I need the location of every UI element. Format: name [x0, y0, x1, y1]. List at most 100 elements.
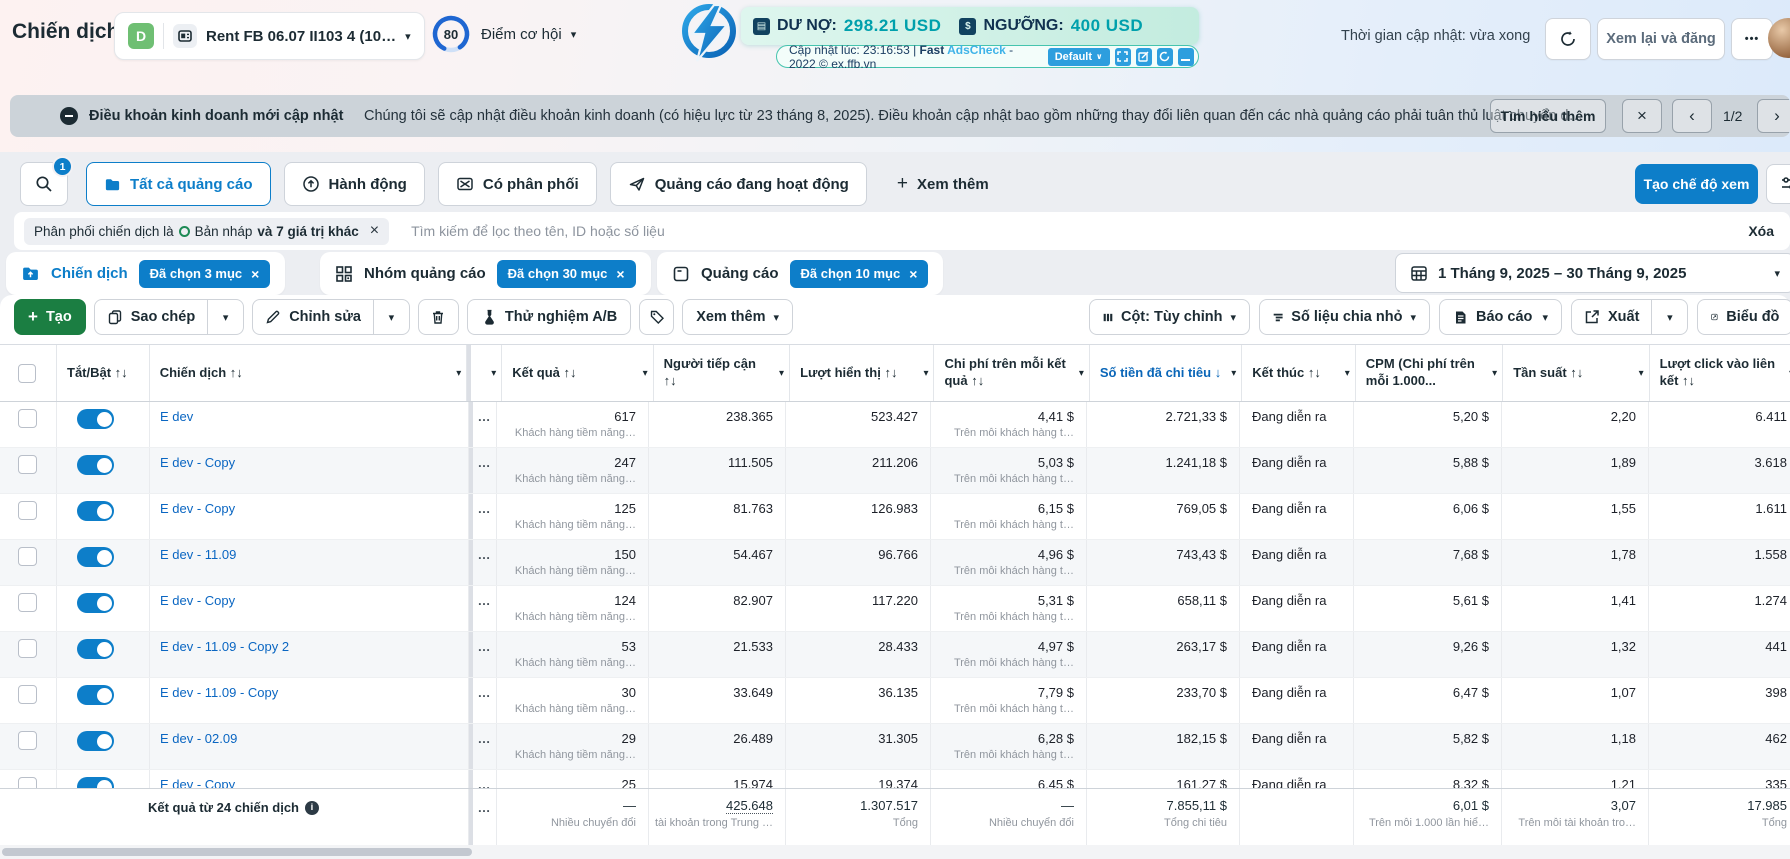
filter-caret-icon[interactable]: ▾ — [642, 368, 648, 379]
opportunity-score[interactable]: 80 Điểm cơ hội ▾ — [430, 13, 576, 55]
campaign-link[interactable]: E dev - 11.09 — [160, 547, 237, 562]
learn-more-button[interactable]: Tìm hiểu thêm — [1490, 99, 1606, 133]
row-ellipsis[interactable]: … — [469, 494, 497, 539]
columns-button[interactable]: Cột: Tùy chỉnh ▾ — [1089, 299, 1250, 335]
scrollbar-thumb[interactable] — [2, 848, 472, 856]
filter-caret-icon[interactable]: ▾ — [1078, 368, 1084, 379]
row-checkbox[interactable] — [18, 409, 37, 428]
tab-actions[interactable]: Hành động — [283, 162, 425, 206]
tab-ad-sets[interactable]: Nhóm quảng cáo Đã chọn 30 mục × — [320, 252, 651, 295]
campaign-toggle[interactable] — [77, 639, 114, 659]
column-header[interactable]: Lượt hiển thị ↑↓ ▾ — [790, 345, 935, 401]
campaign-link[interactable]: E dev - 11.09 - Copy — [160, 685, 279, 700]
campaign-toggle[interactable] — [77, 455, 114, 475]
campaign-toggle[interactable] — [77, 685, 114, 705]
row-ellipsis[interactable]: … — [469, 724, 497, 769]
create-view-button[interactable]: Tạo chế độ xem — [1635, 164, 1758, 204]
campaign-toggle[interactable] — [77, 501, 114, 521]
export-caret[interactable]: ▾ — [1651, 300, 1687, 334]
tab-ads[interactable]: Quảng cáo Đã chọn 10 mục × — [657, 252, 944, 295]
row-ellipsis[interactable]: … — [469, 678, 497, 723]
column-header[interactable] — [0, 345, 57, 401]
charts-button[interactable]: Biểu đồ — [1697, 299, 1790, 335]
breakdown-button[interactable]: Số liệu chia nhỏ ▾ — [1259, 299, 1430, 335]
adscheck-expand-button[interactable] — [1114, 47, 1131, 66]
row-checkbox[interactable] — [18, 547, 37, 566]
adscheck-edit-button[interactable] — [1135, 47, 1152, 66]
clear-filters-button[interactable]: Xóa — [1748, 223, 1774, 239]
view-settings-button[interactable] — [1766, 164, 1790, 204]
adscheck-default-dropdown[interactable]: Default ∨ — [1047, 47, 1110, 66]
more-options-button[interactable]: ••• — [1731, 18, 1773, 60]
tab-all-ads[interactable]: Tất cả quảng cáo — [86, 162, 271, 206]
ab-test-button[interactable]: Thử nghiệm A/B — [466, 299, 632, 335]
adscheck-minimize-button[interactable] — [1177, 47, 1195, 66]
create-button[interactable]: + Tạo — [14, 299, 86, 335]
filter-caret-icon[interactable]: ▾ — [456, 368, 462, 379]
avatar[interactable] — [1768, 18, 1790, 58]
column-header[interactable]: Chi phí trên mỗi kết quả ↑↓ ▾ — [934, 345, 1090, 401]
adscheck-refresh-button[interactable] — [1156, 47, 1173, 66]
active-filter-chip[interactable]: Phân phối chiến dịch là Bản nháp và 7 gi… — [24, 217, 390, 245]
campaigns-selected-chip[interactable]: Đã chọn 3 mục × — [138, 259, 271, 288]
horizontal-scrollbar[interactable] — [0, 845, 1790, 859]
tab-had-delivery[interactable]: Có phân phối — [437, 162, 597, 206]
tag-button[interactable] — [639, 299, 675, 335]
campaign-link[interactable]: E dev - Copy — [160, 593, 236, 608]
row-checkbox[interactable] — [18, 731, 37, 750]
column-header[interactable]: Người tiếp cận ↑↓ ▾ — [654, 345, 791, 401]
filter-caret-icon[interactable]: ▾ — [491, 368, 497, 379]
tab-active-ads[interactable]: Quảng cáo đang hoạt động — [609, 162, 867, 206]
campaign-toggle[interactable] — [77, 593, 114, 613]
row-checkbox[interactable] — [18, 455, 37, 474]
campaign-link[interactable]: E dev - Copy — [160, 501, 236, 516]
row-checkbox[interactable] — [18, 593, 37, 612]
close-icon[interactable]: × — [1622, 99, 1662, 133]
column-header[interactable]: Kết thúc ↑↓ ▾ — [1242, 345, 1356, 401]
row-checkbox[interactable] — [18, 639, 37, 658]
delete-button[interactable] — [417, 299, 459, 335]
column-header[interactable]: Tắt/Bật ↑↓ — [57, 345, 150, 401]
select-all-checkbox[interactable] — [18, 363, 36, 383]
filter-caret-icon[interactable]: ▾ — [1492, 368, 1498, 379]
review-publish-button[interactable]: Xem lại và đăng — [1597, 18, 1725, 60]
row-checkbox[interactable] — [18, 685, 37, 704]
see-more-tabs-button[interactable]: + Xem thêm — [896, 173, 989, 194]
filter-caret-icon[interactable]: ▾ — [1789, 367, 1790, 380]
row-ellipsis[interactable]: … — [469, 632, 497, 677]
remove-filter-icon[interactable]: × — [369, 222, 380, 239]
search-button[interactable]: 1 — [20, 156, 73, 206]
refresh-button[interactable] — [1545, 18, 1591, 60]
tab-campaigns[interactable]: Chiến dịch Đã chọn 3 mục × — [6, 252, 286, 295]
ads-selected-chip[interactable]: Đã chọn 10 mục × — [789, 259, 929, 288]
filter-caret-icon[interactable]: ▾ — [1638, 368, 1644, 379]
duplicate-button[interactable]: Sao chép — [95, 300, 207, 334]
reports-button[interactable]: Báo cáo ▾ — [1439, 299, 1562, 335]
column-header[interactable]: Kết quả ↑↓ ▾ — [502, 345, 654, 401]
edit-button[interactable]: Chỉnh sửa — [253, 300, 373, 334]
account-selector[interactable]: D Rent FB 06.07 II103 4 (10… ▾ — [114, 12, 425, 60]
column-header[interactable]: Tần suất ↑↓ ▾ — [1503, 345, 1650, 401]
campaign-link[interactable]: E dev - 11.09 - Copy 2 — [160, 639, 290, 654]
campaign-link[interactable]: E dev — [160, 409, 194, 424]
row-ellipsis[interactable]: … — [469, 586, 497, 631]
date-range-picker[interactable]: 1 Tháng 9, 2025 – 30 Tháng 9, 2025 ▾ — [1395, 253, 1790, 293]
chevron-left-icon[interactable]: ‹ — [1672, 99, 1712, 133]
column-header[interactable]: ▾ — [467, 345, 503, 401]
info-icon[interactable]: i — [305, 801, 319, 815]
column-header[interactable]: Chiến dịch ↑↓ ▾ — [150, 345, 468, 401]
campaign-toggle[interactable] — [77, 409, 114, 429]
more-actions-button[interactable]: Xem thêm ▾ — [682, 299, 794, 335]
campaign-link[interactable]: E dev - 02.09 — [160, 731, 238, 746]
ad-sets-selected-chip[interactable]: Đã chọn 30 mục × — [496, 259, 636, 288]
campaign-toggle[interactable] — [77, 731, 114, 751]
edit-caret[interactable]: ▾ — [372, 300, 409, 334]
filter-caret-icon[interactable]: ▾ — [779, 368, 785, 379]
row-ellipsis[interactable]: … — [469, 448, 497, 493]
chevron-right-icon[interactable]: › — [1757, 99, 1790, 133]
row-checkbox[interactable] — [18, 501, 37, 520]
column-header[interactable]: Lượt click vào liên kết ↑↓ ▾ — [1650, 345, 1790, 401]
filter-caret-icon[interactable]: ▾ — [923, 368, 929, 379]
export-button[interactable]: Xuất — [1572, 300, 1651, 334]
campaign-toggle[interactable] — [77, 547, 114, 567]
